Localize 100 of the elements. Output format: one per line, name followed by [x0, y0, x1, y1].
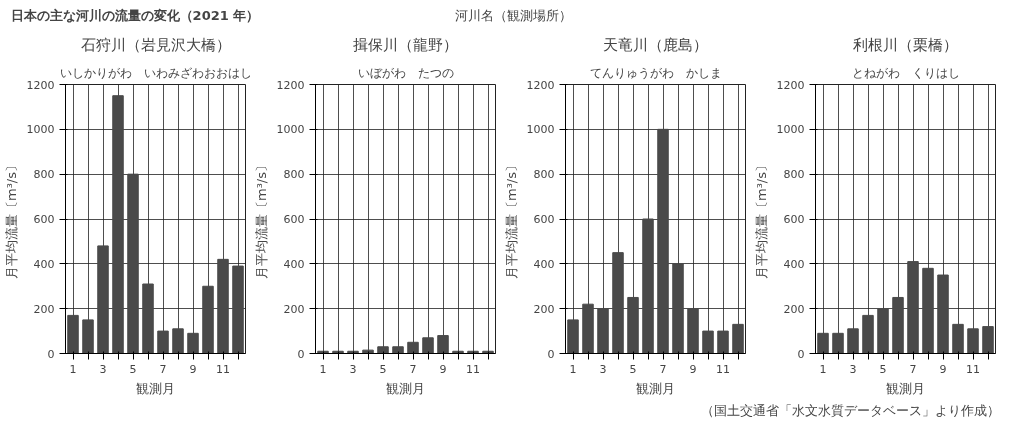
chart-subtitle: いしかりがわ いわみざわおおはし	[59, 65, 252, 80]
chart-subtitle: てんりゅうがわ かしま	[589, 65, 722, 80]
bar	[717, 330, 729, 354]
bar	[232, 265, 244, 354]
y-tick-label: 800	[283, 168, 305, 182]
y-tick-label: 800	[33, 168, 55, 182]
x-tick-label: 11	[966, 362, 980, 376]
bar	[67, 314, 79, 354]
y-tick-label: 1200	[26, 78, 55, 92]
x-axis-title: 観測月	[636, 380, 675, 396]
bar	[937, 274, 949, 354]
bar	[817, 332, 829, 354]
bar	[582, 303, 594, 354]
y-tick-label: 600	[33, 213, 55, 226]
bar	[112, 95, 124, 354]
bar	[907, 261, 919, 354]
y-tick-label: 400	[283, 257, 305, 271]
bar	[952, 323, 964, 354]
y-tick-label: 800	[783, 168, 805, 182]
y-axis-title: 月平均流量〔m³/s〕	[753, 158, 769, 280]
y-tick-label: 400	[533, 257, 555, 271]
y-tick-label: 200	[283, 302, 305, 316]
y-tick-label: 200	[33, 302, 55, 316]
x-tick-label: 5	[629, 362, 637, 376]
bar	[982, 326, 994, 354]
chart-title: 石狩川（岩見沢大橋）	[80, 35, 231, 54]
bar	[967, 328, 979, 354]
y-tick-label: 0	[547, 347, 555, 361]
x-axis-title: 観測月	[386, 380, 425, 396]
y-axis-title: 月平均流量〔m³/s〕	[503, 158, 519, 280]
x-tick-label: 3	[599, 362, 607, 376]
x-tick-label: 1	[69, 362, 77, 376]
bar	[892, 296, 904, 354]
bar	[702, 330, 714, 354]
y-tick-label: 1200	[526, 78, 555, 92]
x-axis-title: 観測月	[136, 380, 175, 396]
x-tick-label: 1	[819, 362, 827, 376]
y-axis-title: 月平均流量〔m³/s〕	[3, 158, 19, 280]
bar	[877, 308, 889, 354]
bar	[172, 328, 184, 354]
bar	[672, 263, 684, 354]
bar	[157, 330, 169, 354]
chart-subtitle: とねがわ くりはし	[851, 65, 960, 80]
y-axis-title: 月平均流量〔m³/s〕	[253, 158, 269, 280]
bar	[847, 328, 859, 354]
bar	[612, 252, 624, 354]
y-tick-label: 400	[783, 257, 805, 271]
x-tick-label: 3	[849, 362, 857, 376]
y-tick-label: 1000	[276, 123, 305, 137]
x-tick-label: 7	[409, 362, 417, 376]
bar	[627, 296, 639, 354]
bar	[127, 173, 139, 354]
y-tick-label: 1200	[276, 78, 305, 92]
chart-title: 天竜川（鹿島）	[603, 35, 708, 54]
bar	[832, 332, 844, 354]
x-tick-label: 7	[659, 362, 667, 376]
bar	[202, 285, 214, 354]
y-tick-label: 1000	[776, 123, 805, 137]
y-tick-label: 0	[797, 347, 805, 361]
bar	[82, 319, 94, 354]
y-tick-label: 1200	[776, 78, 805, 92]
bar	[642, 218, 654, 354]
x-tick-label: 9	[439, 362, 447, 376]
bar	[97, 245, 109, 354]
y-tick-label: 800	[533, 168, 555, 182]
x-tick-label: 5	[129, 362, 137, 376]
x-tick-label: 9	[189, 362, 197, 376]
x-tick-label: 3	[99, 362, 107, 376]
chart-title: 利根川（栗橋）	[853, 35, 958, 54]
bar	[567, 319, 579, 354]
x-tick-label: 11	[216, 362, 230, 376]
x-tick-label: 1	[569, 362, 577, 376]
bar	[142, 283, 154, 354]
bar	[687, 308, 699, 354]
text: 日本の主な河川の流量の変化（2021 年）	[10, 7, 260, 23]
y-tick-label: 600	[783, 213, 805, 226]
bar	[597, 308, 609, 354]
x-tick-label: 11	[466, 362, 480, 376]
text: 河川名（観測場所）	[455, 7, 572, 23]
y-tick-label: 0	[297, 347, 305, 361]
y-tick-label: 0	[47, 347, 55, 361]
x-tick-label: 1	[319, 362, 327, 376]
x-tick-label: 9	[689, 362, 697, 376]
x-tick-label: 5	[879, 362, 887, 376]
y-tick-label: 600	[283, 213, 305, 226]
bar	[922, 267, 934, 354]
y-tick-label: 200	[783, 302, 805, 316]
y-tick-label: 200	[533, 302, 555, 316]
x-axis-title: 観測月	[886, 380, 925, 396]
y-tick-label: 1000	[26, 123, 55, 137]
y-tick-label: 600	[533, 213, 555, 226]
x-tick-label: 9	[939, 362, 947, 376]
y-tick-label: 400	[33, 257, 55, 271]
x-tick-label: 5	[379, 362, 387, 376]
x-tick-label: 11	[716, 362, 730, 376]
chart-title: 揖保川（龍野）	[353, 35, 458, 54]
x-tick-label: 7	[909, 362, 917, 376]
bar	[732, 323, 744, 354]
x-tick-label: 3	[349, 362, 357, 376]
text: （国土交通省「水文水質データベース」より作成）	[701, 403, 1001, 419]
